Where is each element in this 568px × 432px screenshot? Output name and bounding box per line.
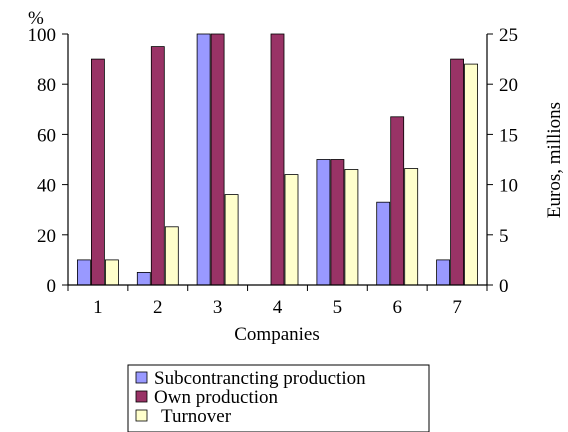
x-tick-label: 3	[213, 297, 223, 318]
x-tick-label: 6	[392, 297, 402, 318]
bar-subcontrancting-production-3	[196, 33, 211, 286]
bar-turnover-6	[404, 168, 419, 286]
legend-label: Turnover	[161, 406, 232, 427]
x-tick-label: 5	[333, 297, 343, 318]
plot-area	[77, 33, 479, 286]
legend-label: Own production	[154, 387, 279, 408]
left-tick-label: 20	[37, 226, 56, 247]
left-tick-label: 80	[37, 75, 56, 96]
left-tick-label: 0	[47, 276, 57, 297]
bar-subcontrancting-production-2	[136, 271, 151, 286]
bar-own-production-7	[450, 58, 465, 286]
bar-turnover-7	[464, 63, 479, 286]
x-tick-label: 1	[93, 297, 103, 318]
left-tick-label: 100	[28, 25, 57, 46]
right-tick-label: 10	[499, 176, 518, 197]
left-tick-label: 40	[37, 176, 56, 197]
bar-own-production-2	[150, 46, 165, 286]
bar-own-production-1	[91, 58, 105, 286]
bar-turnover-5	[344, 169, 359, 286]
bar-turnover-3	[224, 194, 239, 286]
right-axis-label: Euros, millions	[544, 102, 565, 218]
bar-own-production-5	[330, 159, 345, 286]
bar-turnover-2	[164, 226, 179, 286]
x-tick-label: 7	[452, 297, 462, 318]
axes: % Companies Euros, millions 1 2 3 4 5 6 7 0 20 40…	[28, 8, 566, 345]
left-axis-label: %	[28, 8, 44, 29]
bar-turnover-1	[105, 259, 119, 286]
bar-subcontrancting-production-5	[316, 159, 331, 286]
right-tick-label: 5	[499, 226, 509, 247]
x-axis-label: Companies	[234, 324, 320, 345]
right-tick-label: 20	[499, 75, 518, 96]
bar-turnover-4	[284, 174, 299, 286]
right-tick-label: 0	[499, 276, 509, 297]
x-tick-label: 4	[273, 297, 283, 318]
legend-swatch	[135, 371, 148, 384]
legend-swatch	[135, 390, 148, 403]
bar-own-production-6	[390, 116, 405, 286]
bar-subcontrancting-production-6	[376, 201, 391, 286]
bar-subcontrancting-production-7	[436, 259, 451, 286]
x-tick-label: 2	[153, 297, 163, 318]
bar-own-production-3	[210, 33, 225, 286]
right-tick-label: 15	[499, 125, 518, 146]
legend-frame	[127, 364, 430, 432]
bar-subcontrancting-production-1	[77, 259, 91, 286]
left-tick-label: 60	[37, 125, 56, 146]
legend-swatch	[135, 409, 148, 422]
right-tick-label: 25	[499, 25, 518, 46]
bar-own-production-4	[270, 33, 285, 286]
legend-label: Subcontrancting production	[154, 368, 366, 389]
